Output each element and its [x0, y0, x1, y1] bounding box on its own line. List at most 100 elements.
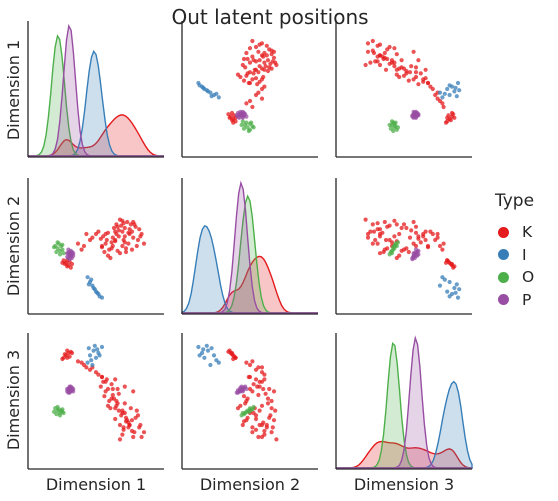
point-i-6 [92, 287, 97, 292]
point-k-28 [141, 241, 147, 246]
point-k-38 [387, 223, 392, 228]
point-i-9 [95, 290, 100, 295]
point-k-31 [107, 398, 112, 404]
point-k-50 [132, 222, 137, 227]
point-i-1 [452, 285, 457, 291]
point-k-47 [423, 76, 428, 81]
point-i-8 [437, 283, 443, 288]
point-k-15 [371, 229, 377, 234]
point-i-6 [204, 343, 209, 348]
point-k-33 [116, 228, 121, 233]
point-i-10 [440, 95, 445, 100]
point-k-71 [75, 241, 81, 246]
point-k-28 [250, 430, 255, 435]
point-i-5 [89, 358, 94, 363]
point-i-7 [197, 353, 202, 358]
point-k-28 [370, 241, 375, 246]
point-k-49 [243, 401, 248, 406]
point-k-48 [380, 230, 385, 235]
panel-r3-c2 [181, 333, 318, 470]
point-k-68 [449, 110, 455, 116]
point-i-8 [90, 362, 95, 368]
point-k-9 [363, 62, 368, 68]
point-k-57 [425, 245, 431, 250]
point-k-28 [370, 38, 375, 44]
legend-label-p: P [522, 290, 532, 309]
point-k-23 [416, 58, 421, 63]
point-i-8 [437, 90, 443, 95]
point-k-50 [132, 430, 137, 435]
point-i-1 [452, 89, 457, 94]
point-k-45 [247, 386, 253, 392]
point-k-46 [273, 408, 278, 413]
point-k-51 [257, 79, 262, 84]
point-p-17 [411, 251, 416, 256]
point-i-7 [447, 294, 452, 299]
panel-r2-c2 [181, 178, 318, 315]
point-k-5 [411, 49, 416, 54]
point-k-53 [265, 396, 271, 401]
point-o-8 [395, 125, 401, 130]
point-i-2 [202, 355, 207, 360]
point-i-2 [93, 355, 99, 360]
point-k-17 [247, 60, 253, 65]
point-k-10 [253, 44, 259, 50]
point-o-9 [239, 413, 244, 418]
point-k-54 [244, 50, 249, 56]
point-k-66 [226, 112, 231, 117]
point-k-40 [365, 49, 371, 54]
point-k-27 [423, 67, 428, 72]
point-k-8 [375, 241, 380, 246]
point-o-5 [241, 126, 247, 131]
point-k-66 [68, 265, 73, 270]
point-k-22 [133, 415, 138, 420]
point-k-53 [404, 68, 409, 74]
point-o-11 [249, 407, 254, 412]
point-k-49 [115, 401, 120, 406]
point-k-43 [428, 84, 433, 89]
point-k-29 [416, 82, 421, 87]
point-p-17 [71, 251, 76, 256]
point-k-16 [256, 70, 261, 75]
point-k-26 [394, 222, 399, 227]
point-k-21 [235, 72, 241, 77]
y-axis-label-dimension-3: Dimension 3 [4, 350, 23, 450]
point-o-9 [387, 122, 392, 128]
point-k-58 [138, 422, 143, 428]
point-o-3 [60, 247, 65, 252]
point-o-8 [55, 240, 60, 245]
point-k-36 [264, 53, 269, 58]
point-i-10 [216, 95, 221, 100]
point-i-9 [201, 347, 206, 352]
point-k-45 [110, 386, 115, 392]
point-k-19 [114, 222, 119, 227]
point-k-41 [114, 231, 119, 237]
point-k-57 [99, 245, 105, 250]
point-k-54 [244, 418, 249, 423]
point-o-9 [57, 252, 63, 257]
point-i-10 [440, 275, 445, 280]
point-k-0 [120, 229, 125, 234]
point-k-55 [105, 230, 111, 235]
point-k-57 [425, 80, 431, 86]
point-o-11 [60, 242, 65, 247]
point-k-63 [452, 115, 457, 120]
point-k-2 [265, 58, 271, 63]
point-k-72 [253, 367, 259, 372]
point-k-48 [126, 420, 131, 425]
point-i-10 [85, 275, 90, 280]
point-k-16 [256, 392, 261, 398]
point-k-9 [274, 437, 279, 442]
point-k-38 [387, 61, 392, 66]
point-i-0 [211, 353, 217, 358]
point-k-73 [79, 360, 84, 365]
point-k-42 [123, 246, 129, 251]
point-k-57 [246, 80, 251, 86]
point-i-3 [209, 94, 214, 99]
point-k-29 [98, 384, 103, 389]
point-o-11 [393, 120, 398, 125]
point-k-38 [268, 413, 273, 418]
point-k-21 [235, 406, 241, 411]
point-o-10 [51, 245, 57, 250]
